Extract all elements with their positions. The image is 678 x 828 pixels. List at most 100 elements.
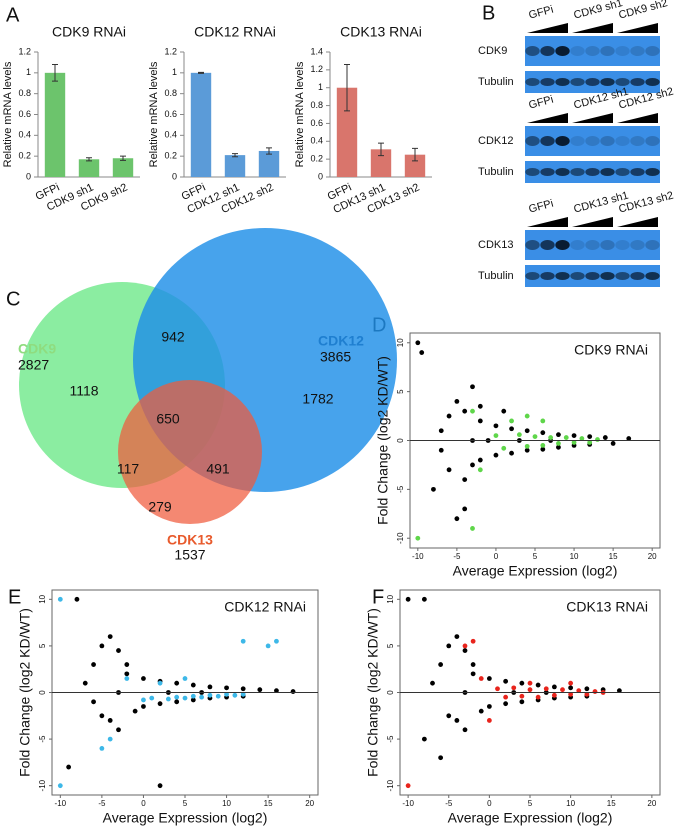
data-point [519, 699, 525, 705]
data-point [141, 704, 146, 709]
data-point [535, 694, 541, 700]
y-axis-label: Relative mRNA levels [294, 61, 306, 167]
data-point [91, 662, 96, 667]
data-point [157, 783, 163, 789]
y-tick-label: 0 [318, 171, 323, 181]
y-tick-label: -5 [38, 735, 47, 743]
x-tick-label: 15 [607, 799, 616, 808]
x-axis-label: Average Expression (log2) [453, 563, 618, 579]
data-point [595, 437, 600, 442]
data-point [207, 692, 213, 698]
data-point [141, 676, 146, 681]
y-tick-label: 1.2 [310, 64, 323, 74]
data-point [462, 477, 468, 482]
data-point [540, 442, 546, 448]
data-point [616, 688, 622, 694]
x-tick-label: -5 [445, 799, 453, 808]
bar [370, 149, 392, 177]
data-point [503, 694, 509, 700]
region-count: 942 [161, 329, 185, 345]
blot-band [570, 168, 585, 176]
blot-band [570, 136, 585, 146]
y-tick-label: 1 [26, 67, 31, 77]
data-point [486, 704, 492, 709]
blot-band [600, 168, 615, 176]
blot-band [615, 272, 630, 280]
region-count: 1118 [69, 383, 98, 399]
data-point [124, 676, 130, 681]
data-point [199, 694, 205, 700]
venn-diagram: CDK9 2827 CDK12 3865 CDK13 1537 1118 942… [18, 228, 397, 563]
bar [112, 158, 134, 177]
dose-wedge [572, 217, 613, 227]
x-tick-label: 10 [566, 799, 575, 808]
bar [336, 87, 358, 177]
blot-band [645, 136, 660, 146]
blot-band [645, 168, 660, 176]
data-point [556, 444, 561, 450]
y-tick-label: 5 [38, 643, 47, 648]
data-point [99, 713, 105, 719]
error-bar [86, 157, 92, 162]
data-point [587, 440, 593, 445]
chart-title: CDK13 RNAi [340, 24, 422, 40]
data-point [532, 434, 538, 439]
blot-band [615, 136, 630, 146]
lane-label: GFPi [527, 94, 554, 112]
data-point [74, 596, 80, 602]
data-point [584, 686, 590, 692]
x-axis-label: Average Expression (log2) [448, 810, 613, 826]
blot-band [600, 78, 615, 86]
blot-band [600, 240, 615, 250]
blot-band [645, 78, 660, 86]
data-point [257, 687, 263, 693]
data-point [116, 727, 121, 733]
blot-band [600, 272, 615, 280]
blot-band [525, 46, 540, 56]
data-point [174, 699, 180, 705]
dose-wedge [572, 113, 613, 123]
x-tick-label: -10 [412, 552, 424, 561]
data-point [592, 689, 598, 694]
region-count: 117 [117, 461, 140, 477]
y-tick-label: 1 [318, 82, 323, 92]
data-point [551, 692, 557, 698]
y-tick-label: -10 [396, 532, 405, 544]
data-point [493, 433, 499, 439]
blot-band [525, 78, 540, 86]
panel-label: B [482, 2, 495, 24]
blot-band [525, 240, 540, 250]
x-tick-label: 20 [305, 799, 314, 808]
chart-title: CDK9 RNAi [52, 24, 126, 40]
data-point [421, 736, 427, 742]
data-point [462, 408, 468, 414]
data-point [454, 634, 460, 639]
data-point [224, 685, 229, 691]
error-bar [266, 147, 272, 155]
y-tick-label: 0 [396, 438, 405, 443]
data-point [431, 486, 436, 492]
bar [258, 150, 280, 177]
data-point [462, 506, 468, 512]
blot-band [615, 240, 630, 250]
set-name: CDK9 [18, 341, 56, 357]
error-bar [120, 155, 126, 161]
data-point [141, 697, 146, 703]
lane-label: CDK9 sh2 [617, 0, 669, 22]
data-point [560, 687, 565, 693]
x-tick-label: 20 [648, 552, 657, 561]
blot-label: CDK9 [478, 45, 507, 57]
error-bar [232, 153, 238, 158]
region-count: 491 [206, 461, 230, 477]
blot-band [555, 272, 570, 280]
x-tick-label: 10 [222, 799, 231, 808]
data-point [524, 428, 530, 434]
data-point [501, 408, 507, 414]
data-point [415, 535, 421, 541]
data-point [224, 691, 229, 697]
x-tick-label: 10 [570, 552, 579, 561]
blot-band [630, 168, 645, 176]
region-count: 650 [156, 411, 180, 427]
data-point [509, 418, 514, 424]
data-point [477, 457, 483, 463]
